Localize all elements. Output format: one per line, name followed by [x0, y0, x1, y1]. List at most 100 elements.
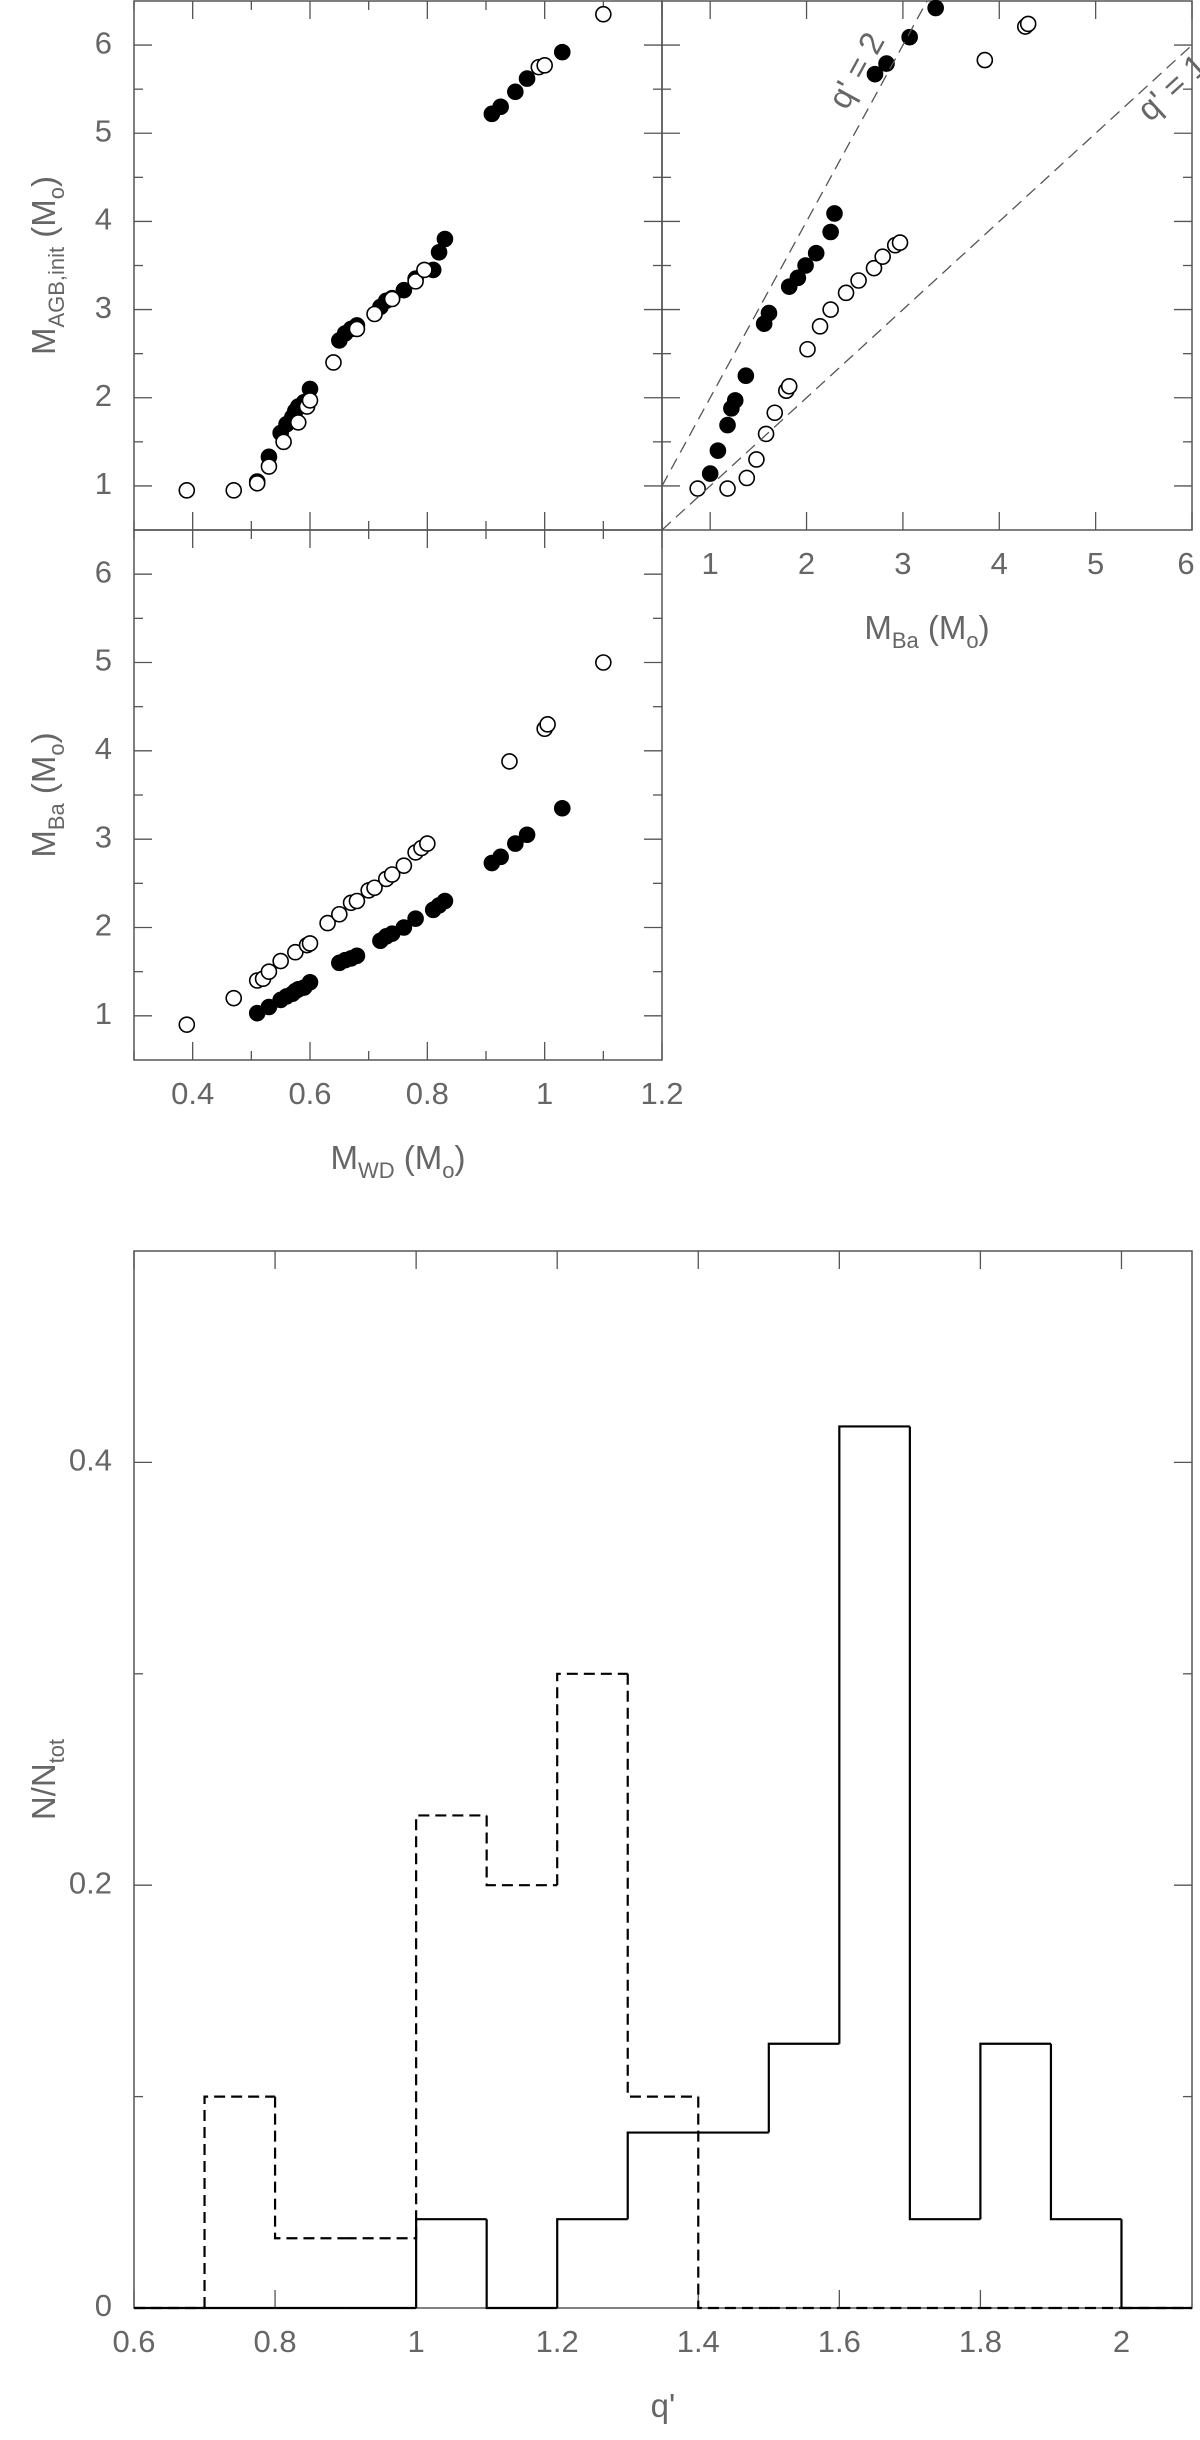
y-tick-label: 1 — [95, 996, 112, 1031]
y-tick-label: 0.2 — [69, 1865, 112, 1900]
y-tick-label: 5 — [95, 113, 112, 148]
y-tick-label: 4 — [95, 731, 112, 766]
x-tick-label: 1 — [536, 1076, 553, 1111]
y-axis-label-part: tot — [44, 1739, 69, 1763]
data-point — [891, 234, 909, 251]
data-point — [837, 284, 855, 302]
data-point — [901, 28, 918, 46]
histogram-bin — [908, 1426, 981, 2221]
data-point — [301, 935, 319, 952]
data-point — [275, 433, 292, 451]
data-point — [260, 963, 278, 980]
data-point — [301, 973, 319, 991]
histogram-bin — [273, 2096, 346, 2240]
data-point — [866, 65, 884, 83]
x-tick-label: 1.2 — [640, 1076, 683, 1111]
y-tick-label: 0.4 — [69, 1443, 112, 1478]
data-point — [539, 716, 556, 733]
x-axis-label-part: ) — [979, 609, 990, 646]
y-tick-label: 5 — [95, 643, 112, 678]
histogram-bin — [203, 2095, 276, 2308]
data-point — [927, 0, 944, 17]
data-point — [850, 272, 867, 289]
y-axis-label-part: AGB,init — [44, 247, 69, 328]
data-point — [178, 482, 196, 499]
data-point — [719, 480, 736, 497]
data-point — [383, 866, 401, 883]
data-point — [737, 367, 755, 385]
data-point — [366, 305, 383, 323]
x-tick-label: 1.2 — [536, 2324, 579, 2359]
data-point — [436, 892, 454, 910]
y-tick-label: 2 — [95, 908, 112, 943]
x-axis-label-part: o — [966, 628, 978, 653]
data-point — [178, 1016, 196, 1033]
x-axis-label-part: Ba — [892, 628, 920, 653]
data-point — [319, 914, 336, 932]
data-point — [383, 290, 401, 308]
data-point — [395, 281, 413, 299]
data-point — [507, 83, 524, 101]
data-point — [595, 654, 612, 671]
histogram-bin — [626, 2131, 699, 2220]
data-point — [501, 753, 518, 770]
y-tick-label: 2 — [95, 378, 112, 413]
histogram-bin — [556, 1672, 628, 1886]
x-axis-label-part: o — [442, 1158, 454, 1183]
x-tick-label: 4 — [991, 546, 1008, 581]
x-tick-label: 1.6 — [818, 2324, 861, 2359]
data-point — [826, 205, 843, 222]
histogram-bin — [415, 2218, 487, 2308]
histogram-bin — [979, 2042, 1051, 2220]
histogram-bin — [485, 2219, 558, 2310]
histogram-bin — [485, 1815, 558, 1887]
plot-frame — [133, 1250, 1193, 2309]
histogram-bin — [1049, 2043, 1122, 2221]
x-tick-label: 0.8 — [254, 2324, 297, 2359]
data-point — [1019, 15, 1037, 33]
reference-line — [662, 1, 928, 487]
data-point — [225, 482, 243, 499]
data-point — [874, 248, 891, 265]
y-axis-label-part: ) — [25, 176, 62, 187]
data-point — [348, 947, 366, 965]
y-axis-label-part: (M — [25, 756, 62, 804]
y-tick-label: 3 — [95, 819, 112, 854]
x-axis-label-part: ) — [455, 1139, 466, 1176]
data-point — [348, 892, 366, 910]
y-axis-label-part: o — [44, 187, 69, 199]
data-point — [366, 879, 383, 897]
histogram-bin — [626, 1673, 699, 2098]
x-tick-label: 2 — [798, 546, 815, 581]
data-point — [248, 474, 266, 492]
x-axis-label-part: (M — [919, 609, 967, 646]
histogram-bin — [415, 1814, 487, 2239]
y-axis-label: MBa (Mo) — [25, 732, 70, 857]
x-axis-label: q' — [651, 2387, 676, 2424]
data-point — [536, 57, 553, 74]
y-tick-label: 6 — [95, 554, 112, 589]
histogram-bin — [697, 2096, 769, 2310]
x-axis-label-part: M — [864, 609, 892, 646]
data-point — [325, 354, 342, 371]
data-point — [260, 458, 278, 475]
y-axis-label-part: M — [25, 830, 62, 858]
data-point — [395, 919, 413, 936]
x-tick-label: 1.8 — [959, 2324, 1002, 2359]
data-point — [492, 848, 509, 866]
data-point — [780, 377, 798, 395]
x-tick-label: 1.4 — [677, 2324, 720, 2359]
histogram-bin — [1120, 2219, 1192, 2310]
data-point — [553, 799, 571, 817]
data-point — [518, 826, 536, 844]
data-point — [760, 304, 778, 322]
data-point — [272, 952, 289, 970]
y-axis-label-part: ) — [25, 732, 62, 743]
histogram-bin — [838, 1425, 910, 2044]
x-tick-label: 6 — [1177, 546, 1194, 581]
data-point — [416, 261, 433, 279]
y-axis-label-part: M — [25, 328, 62, 356]
data-point — [407, 910, 424, 927]
y-axis-label: MAGB,init (Mo) — [25, 176, 70, 355]
